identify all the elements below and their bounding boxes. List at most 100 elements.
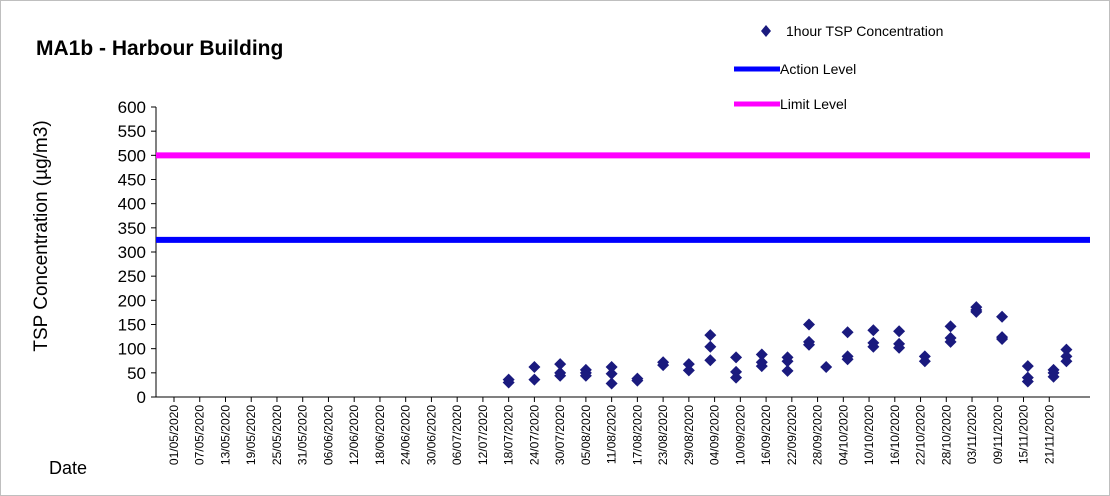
data-point	[802, 338, 815, 351]
data-point	[554, 369, 567, 382]
y-tick-label: 550	[118, 122, 146, 141]
y-ticks: 0 50 100 150 200 250 300 350 400 450 500 550 600	[118, 98, 156, 407]
data-point	[996, 333, 1009, 345]
x-ticks: 01/05/2020 07/05/2020 13/05/2020 19/05/2020…	[167, 397, 1056, 465]
data-point	[605, 361, 618, 374]
legend-marker-diamond	[761, 25, 771, 37]
data-point	[502, 376, 515, 389]
data-point	[1060, 343, 1073, 356]
x-tick-label: 18/06/2020	[373, 405, 387, 465]
y-tick-label: 150	[118, 316, 146, 335]
data-point	[730, 351, 743, 364]
data-point	[730, 371, 743, 384]
data-point	[755, 348, 768, 361]
x-tick-label: 16/09/2020	[759, 405, 773, 465]
legend-label-action-level: Action Level	[780, 61, 856, 77]
legend-label-concentration: 1hour TSP Concentration	[786, 23, 943, 39]
legend-item-limit-level: Limit Level	[734, 96, 847, 112]
data-point	[704, 354, 717, 367]
data-point	[682, 358, 695, 371]
x-tick-label: 05/08/2020	[579, 405, 593, 465]
data-point	[996, 310, 1009, 323]
x-tick-label: 10/09/2020	[733, 405, 747, 465]
x-tick-label: 22/09/2020	[785, 405, 799, 465]
x-tick-label: 10/10/2020	[862, 405, 876, 465]
y-tick-label: 450	[118, 171, 146, 190]
data-point	[1047, 370, 1060, 383]
y-tick-label: 300	[118, 243, 146, 262]
x-tick-label: 28/09/2020	[811, 405, 825, 465]
x-tick-label: 06/06/2020	[321, 405, 335, 465]
data-point	[944, 320, 957, 333]
x-tick-label: 04/09/2020	[708, 405, 722, 465]
y-tick-label: 500	[118, 146, 146, 165]
legend-label-limit-level: Limit Level	[780, 96, 847, 112]
x-tick-label: 28/10/2020	[939, 405, 953, 465]
data-point	[781, 364, 794, 377]
y-tick-label: 350	[118, 219, 146, 238]
x-tick-label: 24/07/2020	[527, 405, 541, 465]
y-tick-label: 0	[137, 388, 146, 407]
data-point	[1021, 375, 1034, 388]
x-tick-label: 19/05/2020	[244, 405, 258, 465]
data-point	[704, 329, 717, 342]
data-point	[867, 324, 880, 337]
data-point	[802, 318, 815, 331]
data-point	[755, 360, 768, 373]
x-tick-label: 24/06/2020	[399, 405, 413, 465]
y-tick-label: 50	[127, 364, 146, 383]
data-point	[820, 361, 833, 374]
data-point	[841, 326, 854, 339]
x-tick-label: 30/06/2020	[424, 405, 438, 465]
data-point	[605, 377, 618, 390]
legend-item-concentration: 1hour TSP Concentration	[761, 23, 943, 39]
x-tick-label: 01/05/2020	[167, 405, 181, 465]
data-point	[918, 355, 931, 368]
x-tick-label: 06/07/2020	[450, 405, 464, 465]
data-point	[1060, 355, 1073, 368]
x-tick-label: 22/10/2020	[914, 405, 928, 465]
data-point	[970, 305, 983, 318]
x-tick-label: 31/05/2020	[296, 405, 310, 465]
data-point	[841, 353, 854, 366]
data-point	[1021, 360, 1034, 373]
x-axis-label: Date	[49, 458, 87, 478]
x-tick-label: 04/10/2020	[836, 405, 850, 465]
x-tick-label: 15/11/2020	[1017, 405, 1031, 464]
x-tick-label: 12/06/2020	[347, 405, 361, 465]
y-tick-label: 600	[118, 98, 146, 117]
data-point	[605, 367, 618, 380]
y-axis-label: TSP Concentration (µg/m3)	[31, 120, 52, 351]
data-point	[554, 358, 567, 371]
data-point	[682, 364, 695, 377]
x-tick-label: 25/05/2020	[270, 405, 284, 465]
data-point	[893, 341, 906, 354]
data-point	[944, 335, 957, 348]
x-tick-label: 11/08/2020	[605, 405, 619, 464]
x-tick-label: 23/08/2020	[656, 405, 670, 465]
data-point	[893, 325, 906, 338]
y-tick-label: 100	[118, 340, 146, 359]
data-point	[631, 374, 644, 387]
data-points	[502, 301, 1073, 390]
data-point	[867, 340, 880, 353]
y-tick-label: 400	[118, 195, 146, 214]
legend: 1hour TSP Concentration Action Level Lim…	[734, 23, 943, 112]
data-point	[704, 340, 717, 353]
legend-item-action-level: Action Level	[734, 61, 856, 77]
x-tick-label: 09/11/2020	[991, 405, 1005, 464]
x-tick-label: 29/08/2020	[682, 405, 696, 465]
data-point	[528, 373, 541, 386]
x-tick-label: 21/11/2020	[1042, 405, 1056, 464]
x-tick-label: 18/07/2020	[502, 405, 516, 465]
data-point	[528, 361, 541, 374]
x-tick-label: 12/07/2020	[476, 405, 490, 465]
x-tick-label: 07/05/2020	[193, 405, 207, 465]
x-tick-label: 13/05/2020	[218, 405, 232, 465]
x-tick-label: 17/08/2020	[630, 405, 644, 465]
data-point	[657, 359, 670, 372]
x-tick-label: 03/11/2020	[965, 405, 979, 464]
x-tick-label: 30/07/2020	[553, 405, 567, 465]
